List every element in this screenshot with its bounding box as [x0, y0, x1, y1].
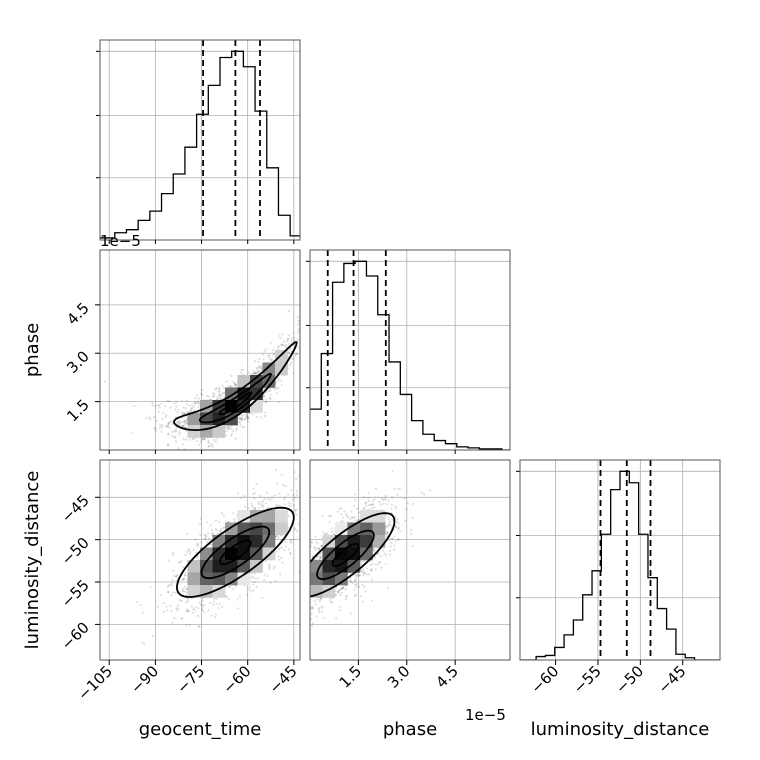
panel-hist-phase: [306, 249, 511, 451]
contour-2: [316, 529, 375, 580]
x-tick-label: −55: [570, 662, 605, 697]
panel-hist-geocent_time: [96, 39, 301, 241]
x-tick-label: 1.5: [336, 662, 366, 692]
x-tick-label: −45: [654, 662, 689, 697]
x-tick-label: −60: [219, 662, 254, 697]
panel-frame: [99, 459, 301, 661]
x-tick-label: 4.5: [432, 662, 462, 692]
contour-3: [175, 506, 295, 598]
y-tick-label: −50: [58, 534, 93, 569]
contour-2: [199, 372, 272, 424]
histogram-luminosity_distance: [520, 470, 720, 660]
histogram-geocent_time: [100, 50, 300, 239]
panel-frame: [309, 249, 511, 451]
x-offset-label: 1e−5: [465, 706, 506, 724]
x-tick-label: −90: [127, 662, 162, 697]
scatter-points: [103, 309, 300, 450]
density-shading: [187, 510, 288, 598]
x-tick-label: −105: [74, 662, 116, 704]
y-tick-label: 4.5: [63, 299, 93, 329]
y-tick-label: −60: [58, 619, 93, 654]
contour-1: [219, 539, 252, 565]
panel-2d-phase-vs-luminosity_distance: [309, 459, 511, 661]
x-axis-label-geocent_time: geocent_time: [139, 719, 262, 740]
y-tick-label: 3.0: [63, 347, 93, 377]
contour-3: [310, 512, 396, 598]
x-tick-label: −50: [612, 662, 647, 697]
y-axis-label-phase: phase: [22, 323, 43, 377]
x-tick-label: −45: [266, 662, 301, 697]
x-tick-label: −75: [173, 662, 208, 697]
y-tick-label: −45: [58, 491, 93, 526]
panel-frame: [99, 39, 301, 241]
y-tick-label: −55: [58, 576, 93, 611]
x-axis-label-luminosity_distance: luminosity_distance: [531, 719, 710, 740]
contour-2: [200, 525, 271, 580]
x-tick-label: −60: [527, 662, 562, 697]
y-offset-label: 1e−5: [100, 232, 141, 250]
panel-2d-geocent_time-vs-luminosity_distance: [99, 459, 301, 661]
density-shading: [310, 510, 386, 598]
histogram-phase: [310, 260, 510, 450]
x-tick-label: 3.0: [384, 662, 414, 692]
panel-frame: [309, 459, 511, 661]
panel-hist-luminosity_distance: [516, 459, 721, 661]
y-axis-label-luminosity_distance: luminosity_distance: [22, 471, 43, 650]
panel-frame: [99, 249, 301, 451]
panel-2d-geocent_time-vs-phase: [99, 249, 301, 451]
x-axis-label-phase: phase: [383, 719, 437, 740]
contour-1: [218, 391, 253, 416]
y-tick-label: 1.5: [63, 396, 93, 426]
panel-frame: [519, 459, 721, 661]
contour-3: [173, 341, 298, 432]
contour-1: [331, 543, 360, 567]
